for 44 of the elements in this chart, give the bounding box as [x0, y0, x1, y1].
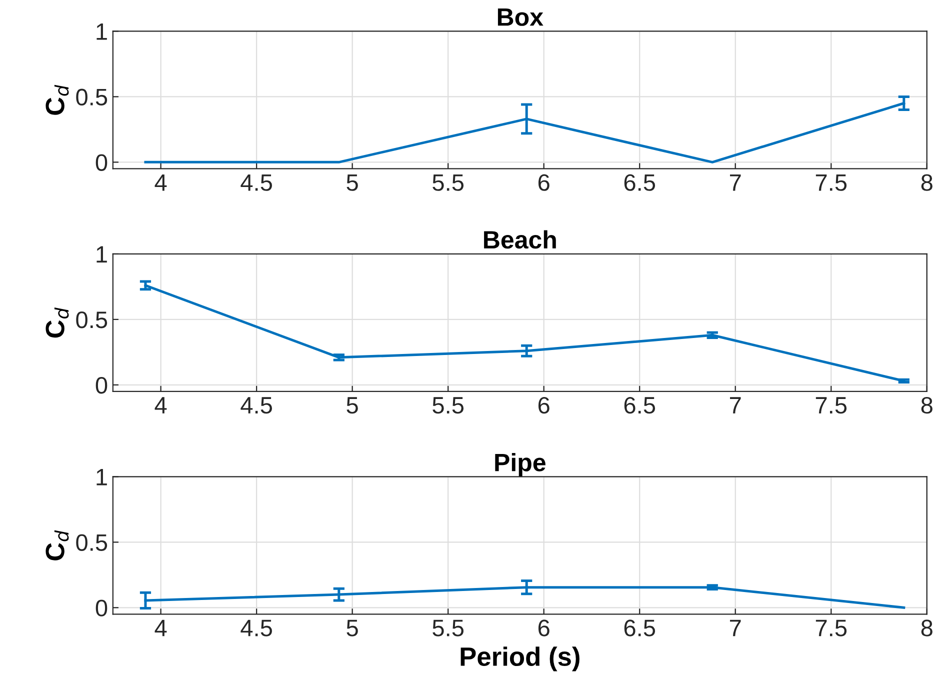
- x-tick-label: 7.5: [816, 620, 847, 636]
- y-tick-label: 0: [96, 154, 108, 171]
- chart-title: Beach: [484, 230, 556, 249]
- x-tick-label: 4: [154, 620, 167, 636]
- chart-title: Box: [498, 8, 544, 26]
- y-tick-label: 0: [96, 600, 108, 616]
- x-tick-label: 7: [730, 174, 741, 191]
- x-tick-label: 6: [538, 174, 550, 191]
- x-tick-label: 6.5: [624, 396, 656, 414]
- x-tick-label: 4: [154, 174, 167, 191]
- y-tick-label: 0.5: [76, 312, 108, 328]
- x-tick-label: 5: [346, 620, 358, 636]
- x-tick-label: 7.5: [816, 174, 847, 191]
- x-tick-label: 6: [538, 396, 550, 414]
- y-tick-label: 0: [96, 376, 108, 394]
- x-tick-label: 5: [346, 397, 358, 414]
- x-tick-label: 5.5: [432, 620, 464, 636]
- y-tick-label: 1: [96, 24, 107, 40]
- x-tick-label: 4.5: [240, 620, 272, 636]
- chart-title: Pipe: [495, 453, 546, 476]
- x-tick-label: 8: [921, 396, 932, 414]
- y-axis-title: C$_{d}$: [46, 84, 69, 115]
- x-tick-label: 6.5: [624, 620, 656, 636]
- x-tick-label: 6: [538, 620, 550, 636]
- x-tick-label: 7: [730, 397, 741, 414]
- x-tick-label: 8: [921, 174, 932, 191]
- y-tick-label: 1: [96, 246, 107, 263]
- x-tick-label: 4: [154, 397, 167, 414]
- line-series: [144, 586, 906, 609]
- x-tick-label: 4.5: [240, 174, 272, 191]
- x-tick-label: 5.5: [432, 397, 464, 414]
- x-tick-label: 7.5: [816, 397, 847, 414]
- y-tick-label: 0.5: [76, 88, 108, 106]
- y-tick-label: 0.5: [76, 534, 108, 551]
- y-axis-title: C$_{d}$: [46, 530, 69, 560]
- x-tick-label: 8: [921, 620, 932, 636]
- x-axis-title: Period (s): [460, 646, 580, 672]
- x-tick-label: 6.5: [624, 174, 656, 191]
- x-tick-label: 5: [346, 174, 358, 191]
- x-tick-label: 5.5: [432, 174, 464, 191]
- y-tick-label: 1: [96, 469, 107, 486]
- x-tick-label: 4.5: [240, 397, 272, 414]
- x-tick-label: 7: [730, 620, 741, 636]
- y-axis-title: C$_{d}$: [46, 308, 69, 338]
